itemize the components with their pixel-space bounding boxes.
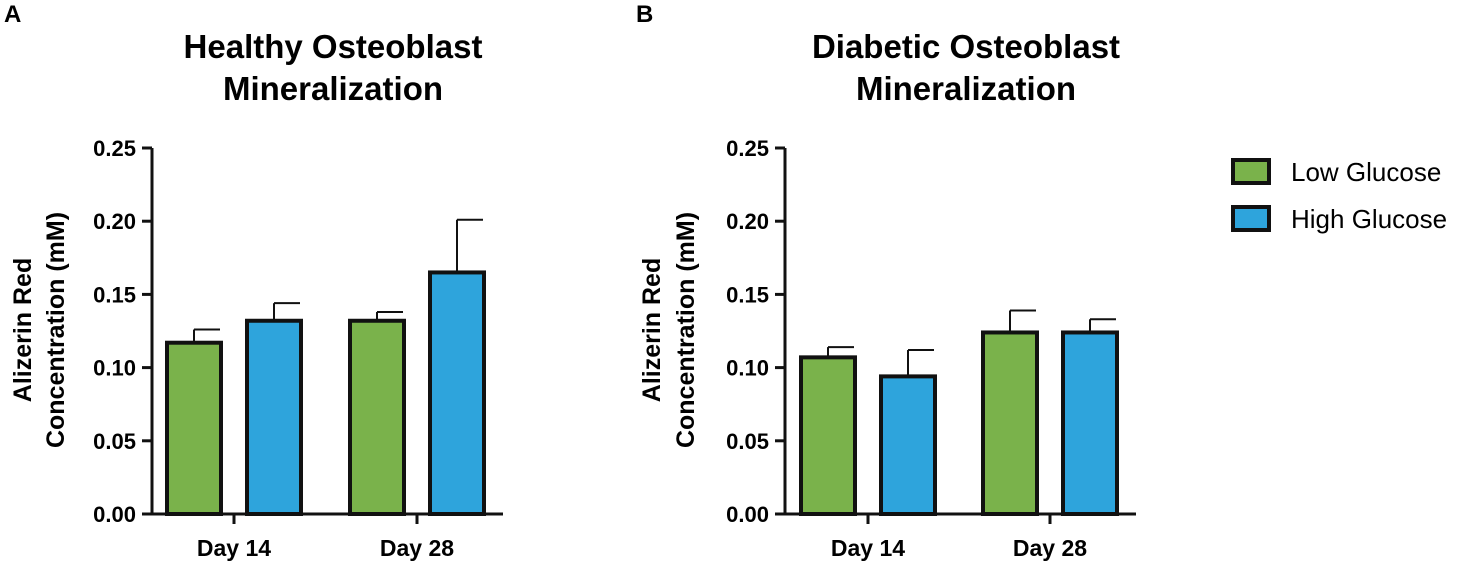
bar-low-glucose	[799, 355, 857, 516]
y-tick-label: 0.25	[726, 136, 769, 161]
x-tick-label: Day 14	[831, 535, 905, 561]
plot-area: 0.00 0.05 0.10 0.15 0.20 0.25 Day 14 Day 28	[726, 136, 1136, 561]
bar-low-glucose	[981, 330, 1039, 516]
y-tick-label: 0.10	[93, 356, 136, 381]
legend-label: Low Glucose	[1291, 157, 1441, 187]
chart-title-line-2: Mineralization	[223, 70, 443, 107]
bar-high-glucose	[428, 270, 486, 516]
y-tick-label: 0.15	[93, 282, 136, 307]
y-tick-label: 0.00	[93, 502, 136, 527]
plot-area: 0.00 0.05 0.10 0.15 0.20 0.25 Day 14 Day 28	[93, 136, 503, 561]
y-tick-label: 0.10	[726, 356, 769, 381]
legend-item-high-glucose: High Glucose	[1231, 204, 1447, 234]
legend-swatch-high-glucose	[1231, 205, 1271, 232]
legend-swatch-low-glucose	[1231, 158, 1271, 185]
y-tick-label: 0.15	[726, 282, 769, 307]
bar-low-glucose	[348, 318, 406, 517]
bar-low-glucose	[165, 340, 223, 516]
panel-b: B Diabetic Osteoblast Mineralization Ali…	[636, 1, 1136, 561]
x-tick-label: Day 28	[380, 535, 454, 561]
y-tick-label: 0.00	[726, 502, 769, 527]
x-tick-label: Day 14	[197, 535, 271, 561]
chart-title-line-2: Mineralization	[856, 70, 1076, 107]
bar-high-glucose	[879, 374, 937, 516]
y-axis-label-line-1: Alizerin Red	[9, 258, 37, 402]
panel-letter: A	[4, 1, 21, 28]
panel-letter: B	[636, 1, 653, 28]
y-tick-label: 0.20	[726, 209, 769, 234]
y-axis-label-line-1: Alizerin Red	[638, 258, 666, 402]
legend-label: High Glucose	[1291, 204, 1447, 234]
y-tick-label: 0.20	[93, 209, 136, 234]
y-tick-label: 0.05	[93, 429, 136, 454]
panel-a: A Healthy Osteoblast Mineralization Aliz…	[4, 1, 503, 561]
x-tick-label: Day 28	[1013, 535, 1087, 561]
chart-title-line-1: Healthy Osteoblast	[184, 28, 483, 65]
y-axis-label-line-2: Concentration (mM)	[42, 212, 70, 448]
bar-high-glucose	[245, 318, 303, 517]
legend-item-low-glucose: Low Glucose	[1231, 157, 1441, 187]
bar-high-glucose	[1061, 330, 1119, 516]
y-tick-label: 0.25	[93, 136, 136, 161]
y-axis-label-line-2: Concentration (mM)	[672, 212, 700, 448]
legend: Low Glucose High Glucose	[1231, 157, 1447, 234]
chart-title-line-1: Diabetic Osteoblast	[812, 28, 1120, 65]
y-tick-label: 0.05	[726, 429, 769, 454]
